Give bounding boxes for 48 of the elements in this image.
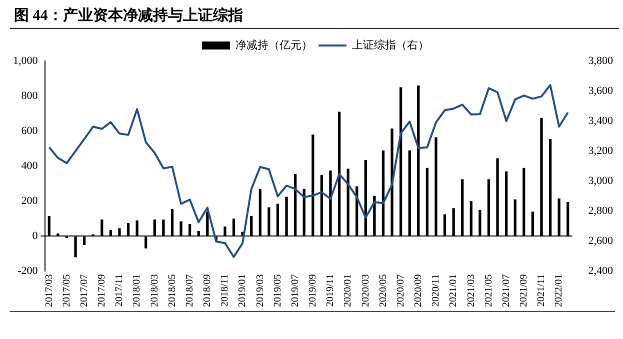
y-tick-label: 800 bbox=[21, 90, 38, 102]
x-tick-label: 2021/01 bbox=[448, 274, 460, 308]
x-tick-label: 2018/09 bbox=[202, 274, 214, 308]
x-tick-label: 2019/11 bbox=[325, 274, 336, 307]
x-tick-label: 2019/03 bbox=[254, 274, 266, 308]
x-tick-label: 2020/03 bbox=[360, 274, 372, 308]
x-tick-label: 2017/11 bbox=[114, 274, 126, 307]
legend-label: 净减持（亿元） bbox=[236, 38, 312, 52]
x-tick-label: 2021/11 bbox=[536, 274, 548, 307]
y-tick-label: 400 bbox=[21, 160, 38, 172]
x-tick-label: 2021/07 bbox=[500, 274, 512, 308]
x-tick-label: 2019/05 bbox=[272, 274, 284, 308]
legend-label: 上证综指（右） bbox=[352, 38, 429, 52]
x-tick-label: 2021/05 bbox=[483, 274, 494, 308]
x-tick-label: 2017/05 bbox=[61, 274, 72, 308]
x-tick-label: 2019/07 bbox=[290, 274, 301, 308]
y-tick-label: -200 bbox=[18, 265, 38, 278]
y2-tick-label: 3,600 bbox=[588, 84, 614, 97]
x-tick-label: 2017/03 bbox=[44, 274, 55, 308]
x-tick-label: 2020/11 bbox=[430, 274, 442, 307]
x-tick-label: 2017/07 bbox=[78, 274, 90, 308]
chart-title: 图 44：产业资本净减持与上证综指 bbox=[10, 4, 619, 29]
y-tick-label: 1,000 bbox=[13, 54, 38, 67]
y-tick-label: 0 bbox=[32, 230, 38, 242]
y2-tick-label: 2,600 bbox=[588, 235, 614, 248]
x-tick-label: 2020/09 bbox=[413, 274, 424, 308]
y2-tick-label: 2,400 bbox=[588, 265, 614, 278]
x-tick-label: 2018/11 bbox=[220, 274, 231, 307]
y2-tick-label: 2,800 bbox=[588, 205, 614, 218]
x-tick-label: 2020/01 bbox=[342, 274, 354, 308]
x-tick-label: 2020/07 bbox=[395, 274, 406, 308]
y2-tick-label: 3,200 bbox=[588, 144, 614, 157]
x-tick-label: 2017/09 bbox=[96, 274, 108, 308]
y2-tick-label: 3,400 bbox=[588, 114, 614, 127]
y-tick-label: 600 bbox=[21, 124, 38, 137]
x-tick-label: 2022/01 bbox=[554, 274, 565, 308]
x-tick-label: 2021/03 bbox=[466, 274, 477, 308]
y2-tick-label: 3,000 bbox=[588, 175, 614, 188]
x-tick-label: 2018/01 bbox=[132, 274, 143, 308]
x-tick-label: 2021/09 bbox=[518, 274, 530, 308]
x-tick-label: 2020/05 bbox=[378, 274, 389, 308]
x-tick-label: 2019/01 bbox=[237, 274, 248, 308]
y-tick-label: 200 bbox=[21, 195, 38, 208]
x-tick-label: 2018/05 bbox=[166, 274, 178, 308]
y2-tick-label: 3,800 bbox=[588, 54, 614, 67]
x-tick-label: 2018/07 bbox=[184, 274, 196, 308]
x-tick-label: 2018/03 bbox=[149, 274, 160, 308]
x-tick-label: 2019/09 bbox=[308, 274, 319, 308]
